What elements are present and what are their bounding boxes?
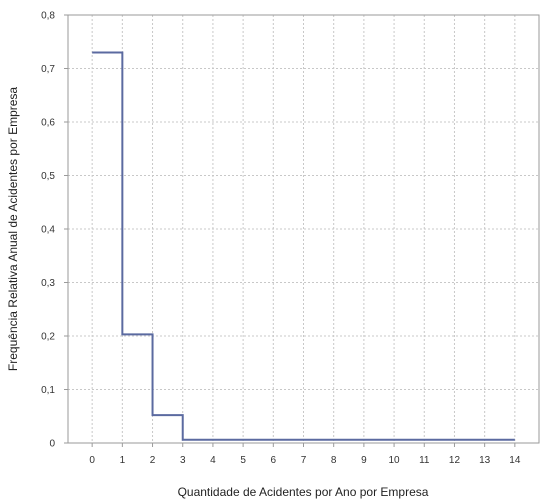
x-tick-label: 11 [419, 455, 430, 466]
series-group [92, 51, 515, 441]
y-tick-labels: 0 0,1 0,2 0,3 0,4 0,5 0,6 0,7 0,8 [41, 11, 68, 450]
x-tick-label: 10 [389, 455, 401, 466]
y-tick-label: 0,3 [41, 278, 55, 289]
x-tick-label: 1 [120, 455, 126, 466]
y-tick-label: 0,2 [41, 332, 55, 343]
x-tick-label: 2 [150, 455, 156, 466]
x-tick-label: 3 [180, 455, 186, 466]
x-tick-label: 12 [449, 455, 461, 466]
x-tick-label: 13 [479, 455, 491, 466]
x-tick-label: 7 [301, 455, 307, 466]
x-tick-label: 0 [89, 455, 95, 466]
step-series-line [92, 51, 515, 441]
y-tick-label: 0,1 [41, 385, 55, 396]
grid-lines [68, 14, 539, 444]
y-tick-label: 0,7 [41, 64, 55, 75]
x-tick-label: 4 [210, 455, 216, 466]
y-tick-label: 0 [49, 439, 55, 450]
x-tick-label: 8 [331, 455, 337, 466]
x-tick-labels: 0 1 2 3 4 5 6 7 8 9 10 11 12 13 14 [89, 443, 521, 466]
x-tick-label: 5 [240, 455, 246, 466]
y-tick-label: 0,4 [41, 225, 55, 236]
x-tick-label: 6 [271, 455, 277, 466]
x-tick-label: 9 [361, 455, 367, 466]
y-tick-label: 0,5 [41, 171, 55, 182]
y-tick-label: 0,8 [41, 11, 55, 22]
y-tick-label: 0,6 [41, 118, 55, 129]
x-axis-label: Quantidade de Acidentes por Ano por Empr… [178, 485, 429, 499]
x-tick-label: 14 [509, 455, 521, 466]
y-axis-label: Frequência Relativa Anual de Acidentes p… [6, 87, 20, 371]
